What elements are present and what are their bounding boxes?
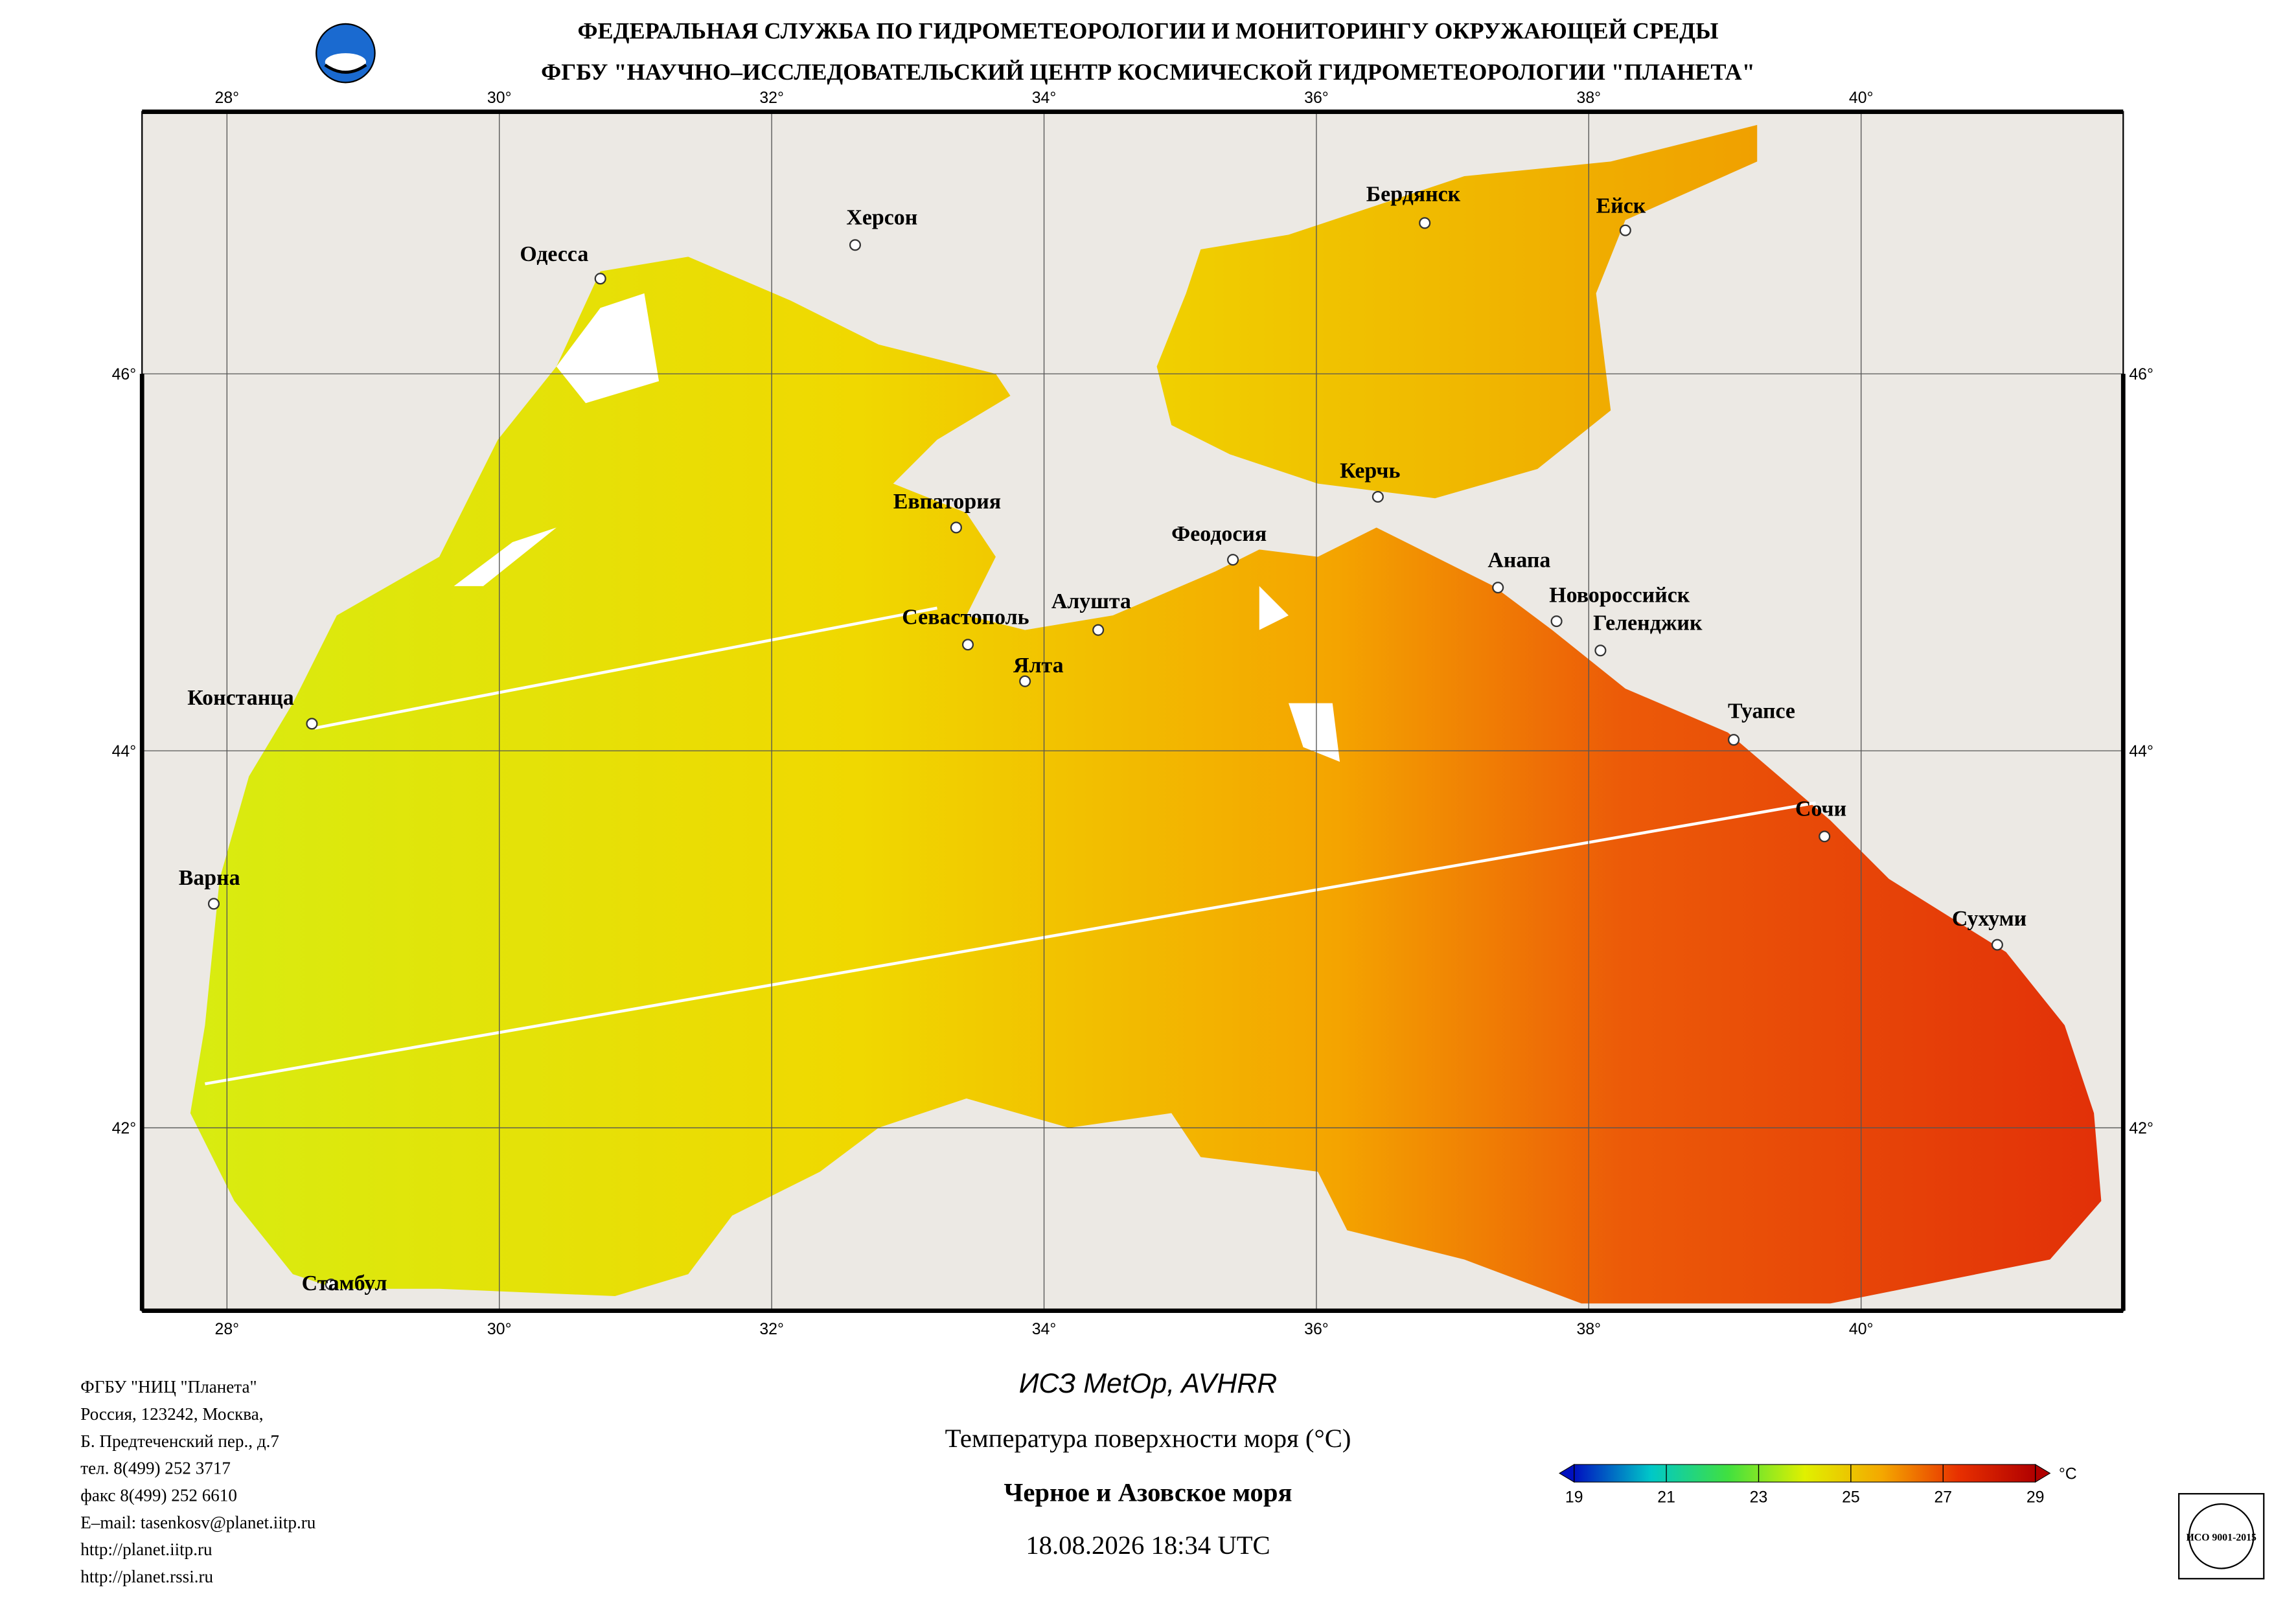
city-dot: [1372, 490, 1384, 503]
lon-label: 36°: [1304, 89, 1329, 107]
lat-label: 46°: [112, 365, 137, 383]
datetime: 18.08.2026 18:34 UTC: [1026, 1531, 1270, 1560]
colorbar-label: 19: [1565, 1488, 1583, 1507]
address-line: ФГБУ "НИЦ "Планета": [80, 1377, 257, 1396]
product: Температура поверхности моря (°C): [945, 1424, 1351, 1453]
city-dot: [1619, 224, 1631, 236]
header-line: ФГБУ "НАУЧНО–ИССЛЕДОВАТЕЛЬСКИЙ ЦЕНТР КОС…: [541, 59, 1755, 85]
city-label: Туапсе: [1728, 699, 1795, 723]
azov-sea: [1156, 124, 1758, 499]
city-label: Новороссийск: [1549, 584, 1690, 608]
city-dot: [207, 898, 220, 910]
lon-label: 32°: [759, 89, 784, 107]
city-label: Евпатория: [893, 490, 1001, 514]
address-line: факс 8(499) 252 6610: [80, 1485, 237, 1505]
swath-gap: [205, 801, 1817, 1086]
lon-label: 28°: [215, 1320, 240, 1338]
address-line: E–mail: tasenkosv@planet.iitp.ru: [80, 1512, 316, 1532]
city-label: Ейск: [1596, 194, 1646, 218]
lon-label: 30°: [487, 1320, 512, 1338]
city-label: Сочи: [1795, 797, 1846, 821]
address-line: Б. Предтеченский пер., д.7: [80, 1431, 279, 1451]
colorbar-label: 27: [1934, 1488, 1952, 1507]
city-label: Варна: [179, 866, 240, 890]
colorbar-unit: °C: [2059, 1465, 2077, 1483]
header-line: ФЕДЕРАЛЬНАЯ СЛУЖБА ПО ГИДРОМЕТЕОРОЛОГИИ …: [577, 18, 1718, 44]
city-label: Феодосия: [1171, 522, 1267, 546]
address-line: тел. 8(499) 252 3717: [80, 1459, 231, 1478]
colorbar-end: [1559, 1463, 1575, 1483]
lon-label: 40°: [1849, 89, 1874, 107]
satellite: ИСЗ MetOp, AVHRR: [1019, 1368, 1278, 1399]
city-dot: [1492, 582, 1504, 594]
colorbar-label: 29: [2026, 1488, 2045, 1507]
city-dot: [594, 273, 606, 285]
lon-label: 32°: [759, 1320, 784, 1338]
lon-label: 30°: [487, 89, 512, 107]
city-label: Сухуми: [1952, 907, 2026, 931]
lon-label: 38°: [1577, 89, 1601, 107]
region: Черное и Азовское моря: [1004, 1477, 1292, 1507]
city-dot: [325, 1278, 337, 1291]
city-dot: [1819, 830, 1831, 843]
city-dot: [950, 521, 962, 534]
black-sea: [190, 256, 2102, 1304]
city-label: Геленджик: [1593, 611, 1703, 635]
lat-label: 42°: [112, 1119, 137, 1137]
address-line: http://planet.rssi.ru: [80, 1567, 213, 1586]
city-label: Бердянск: [1366, 182, 1461, 206]
city-label: Алушта: [1051, 589, 1131, 613]
lat-label: 46°: [2129, 365, 2153, 383]
iso-badge: ИСО 9001-2015: [2178, 1493, 2265, 1580]
city-label: Констанца: [187, 686, 293, 710]
city-dot: [306, 718, 318, 730]
city-dot: [1227, 554, 1239, 566]
address-line: Россия, 123242, Москва,: [80, 1404, 263, 1424]
lat-label: 44°: [112, 742, 137, 760]
colorbar-label: 25: [1842, 1488, 1860, 1507]
lon-label: 36°: [1304, 1320, 1329, 1338]
lon-label: 34°: [1032, 1320, 1057, 1338]
city-label: Стамбул: [302, 1271, 387, 1295]
colorbar-label: 21: [1657, 1488, 1675, 1507]
address-line: http://planet.iitp.ru: [80, 1540, 212, 1559]
colorbar-end: [2035, 1463, 2051, 1483]
city-label: Херсон: [846, 206, 917, 230]
city-dot: [1092, 624, 1105, 636]
city-label: Севастополь: [902, 606, 1029, 630]
lat-label: 44°: [2129, 742, 2153, 760]
city-label: Ялта: [1013, 654, 1064, 678]
lon-label: 28°: [215, 89, 240, 107]
city-dot: [1991, 939, 2003, 951]
lon-label: 34°: [1032, 89, 1057, 107]
lon-label: 40°: [1849, 1320, 1874, 1338]
city-dot: [1594, 644, 1607, 657]
city-dot: [961, 639, 974, 651]
city-label: Анапа: [1487, 548, 1550, 572]
swath-gap: [314, 606, 937, 730]
city-dot: [1419, 217, 1431, 229]
lon-label: 38°: [1577, 1320, 1601, 1338]
lat-label: 42°: [2129, 1119, 2153, 1137]
city-label: Керчь: [1340, 459, 1400, 483]
logo: [316, 23, 376, 84]
city-dot: [1550, 615, 1563, 628]
city-dot: [849, 239, 861, 251]
city-label: Одесса: [520, 242, 588, 266]
city-dot: [1728, 734, 1740, 746]
city-dot: [1019, 675, 1031, 687]
iso-text: ИСО 9001-2015: [2186, 1533, 2256, 1544]
colorbar-label: 23: [1750, 1488, 1768, 1507]
colorbar: [1574, 1464, 2036, 1483]
map-border: [139, 109, 2126, 1314]
